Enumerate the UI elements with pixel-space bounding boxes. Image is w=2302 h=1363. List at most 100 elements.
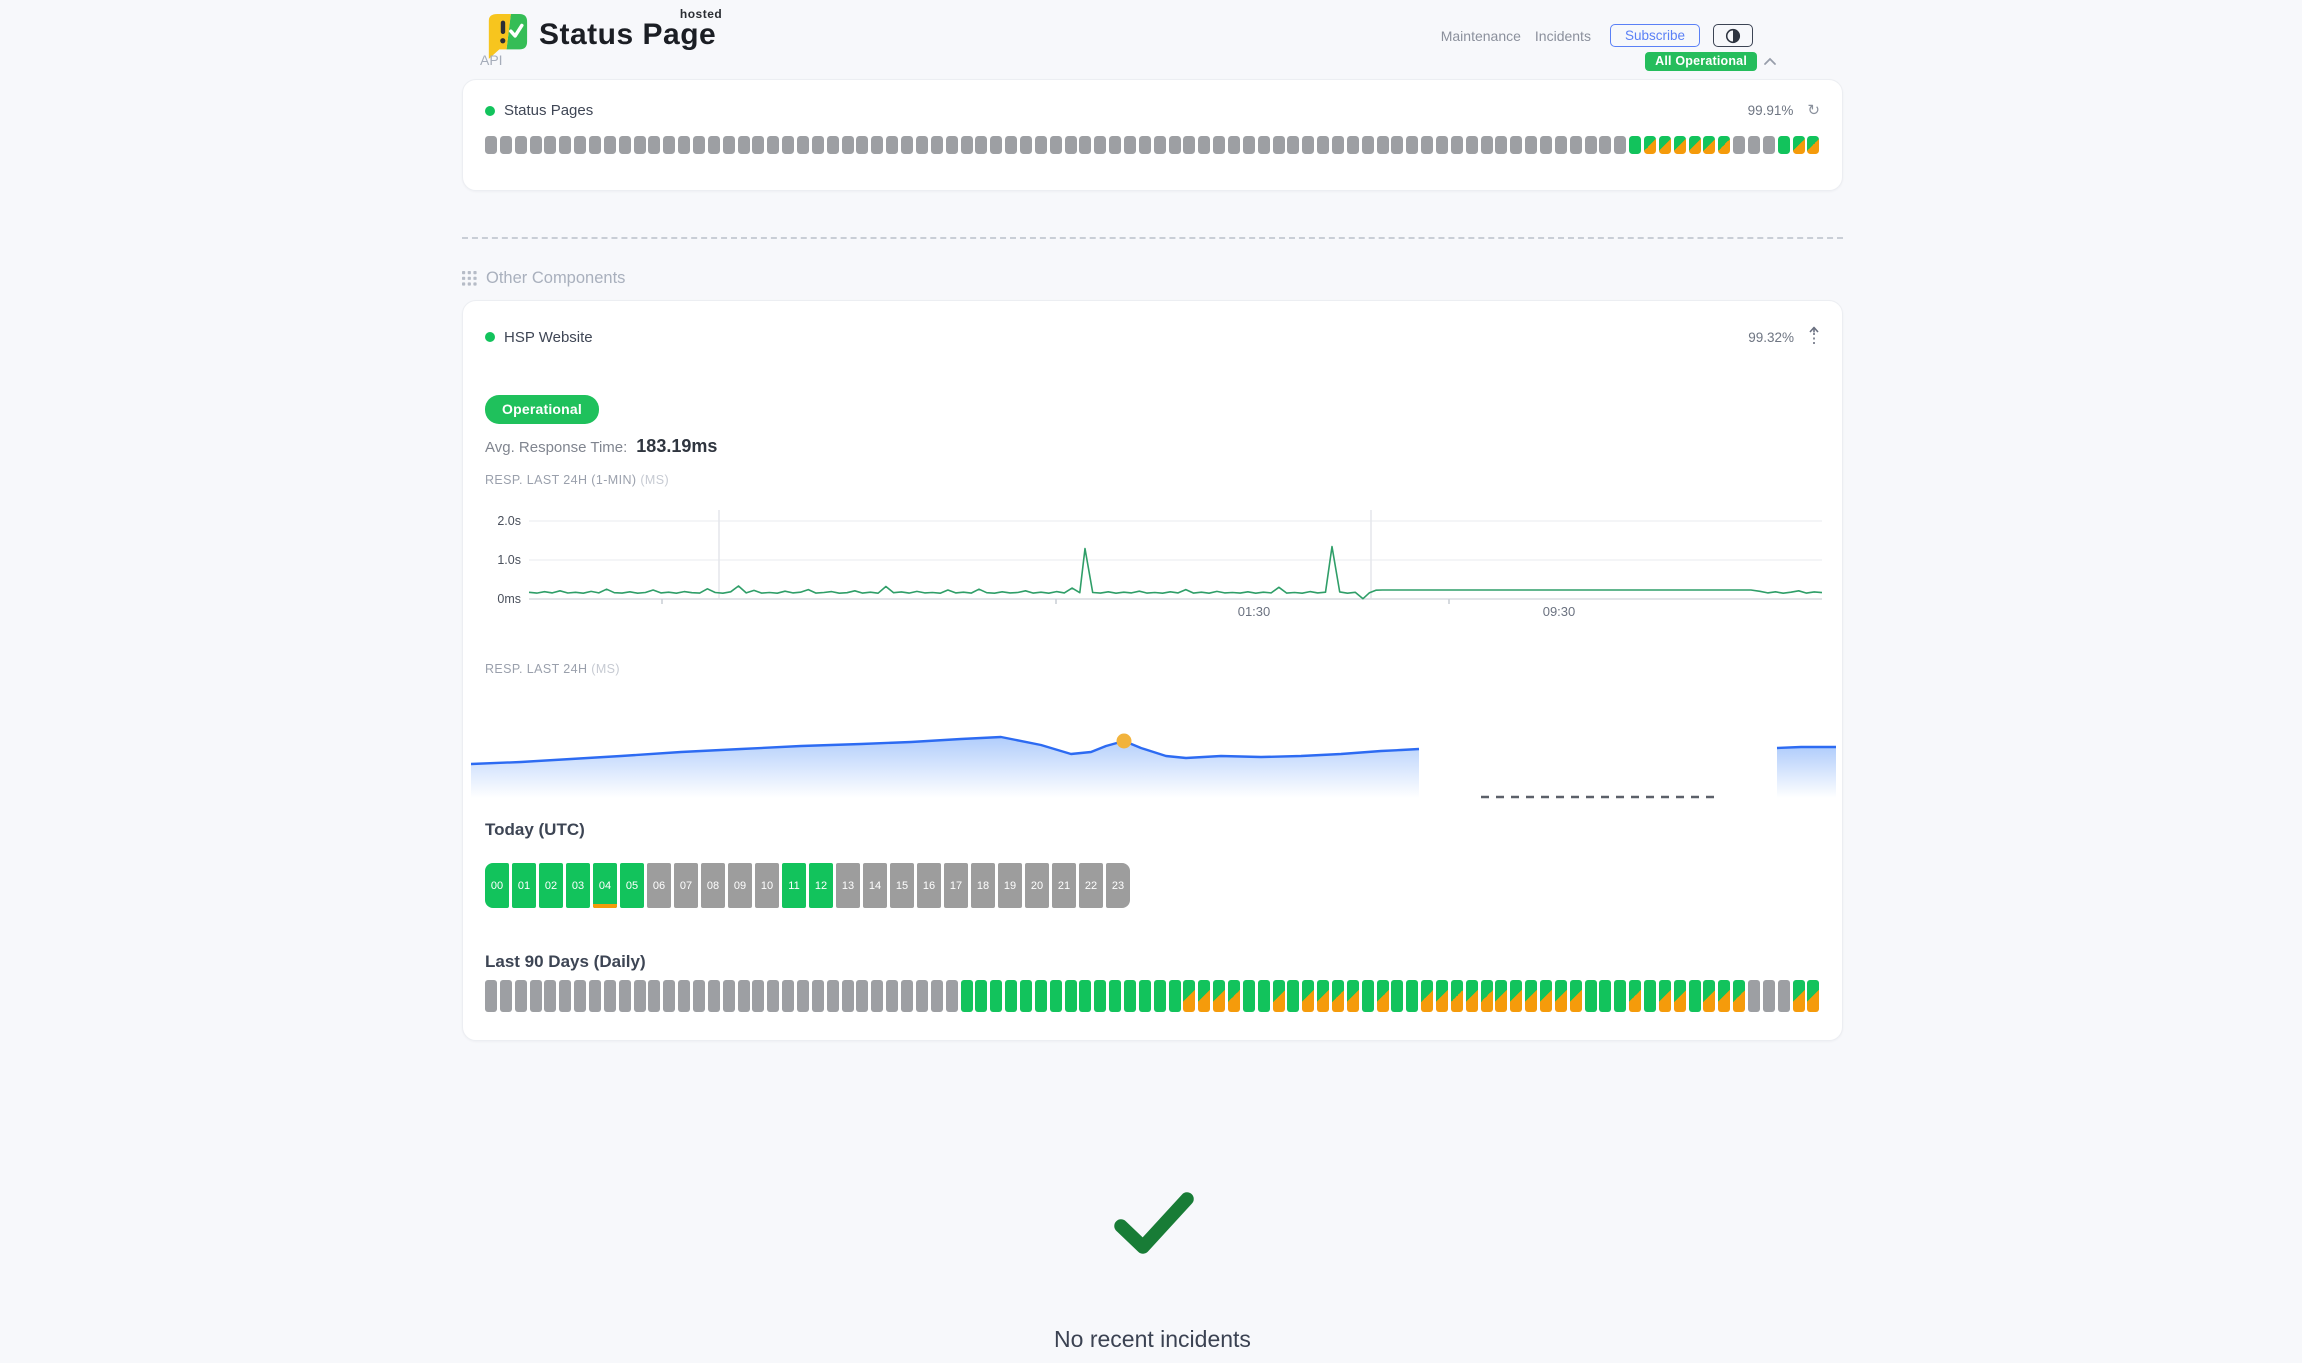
uptime-bar[interactable] bbox=[1748, 136, 1761, 154]
uptime-bar[interactable] bbox=[737, 980, 750, 1012]
uptime-bar[interactable] bbox=[1183, 136, 1196, 154]
uptime-bar[interactable] bbox=[1094, 980, 1107, 1012]
uptime-bar[interactable] bbox=[767, 136, 780, 154]
uptime-bar[interactable] bbox=[797, 136, 810, 154]
uptime-bar[interactable] bbox=[499, 136, 512, 154]
uptime-bar[interactable] bbox=[826, 980, 839, 1012]
theme-toggle-button[interactable] bbox=[1713, 24, 1753, 47]
uptime-bar[interactable] bbox=[514, 136, 527, 154]
hour-block-00[interactable]: 00 bbox=[485, 863, 509, 908]
uptime-bar[interactable] bbox=[633, 980, 646, 1012]
hour-block-21[interactable]: 21 bbox=[1052, 863, 1076, 908]
uptime-bar[interactable] bbox=[499, 980, 512, 1012]
uptime-bar[interactable] bbox=[1510, 980, 1523, 1012]
hour-block-11[interactable]: 11 bbox=[782, 863, 806, 908]
hour-block-22[interactable]: 22 bbox=[1079, 863, 1103, 908]
uptime-bar[interactable] bbox=[1138, 136, 1151, 154]
uptime-bar[interactable] bbox=[841, 136, 854, 154]
uptime-bar[interactable] bbox=[1495, 980, 1508, 1012]
hour-block-23[interactable]: 23 bbox=[1106, 863, 1130, 908]
uptime-bar[interactable] bbox=[648, 980, 661, 1012]
uptime-bar[interactable] bbox=[1569, 980, 1582, 1012]
uptime-bar[interactable] bbox=[1138, 980, 1151, 1012]
uptime-bar[interactable] bbox=[663, 136, 676, 154]
hour-block-20[interactable]: 20 bbox=[1025, 863, 1049, 908]
uptime-bar[interactable] bbox=[1391, 136, 1404, 154]
hour-block-10[interactable]: 10 bbox=[755, 863, 779, 908]
highlight-marker-dot[interactable] bbox=[1116, 733, 1132, 749]
uptime-bar[interactable] bbox=[826, 136, 839, 154]
uptime-bar[interactable] bbox=[1540, 136, 1553, 154]
uptime-bar[interactable] bbox=[1644, 980, 1657, 1012]
uptime-bar[interactable] bbox=[1792, 980, 1805, 1012]
hour-block-19[interactable]: 19 bbox=[998, 863, 1022, 908]
hour-block-03[interactable]: 03 bbox=[566, 863, 590, 908]
uptime-bar[interactable] bbox=[1480, 136, 1493, 154]
uptime-bar[interactable] bbox=[1198, 136, 1211, 154]
uptime-bar[interactable] bbox=[752, 136, 765, 154]
uptime-bar[interactable] bbox=[1614, 980, 1627, 1012]
uptime-bar[interactable] bbox=[1807, 980, 1820, 1012]
uptime-bar[interactable] bbox=[1629, 136, 1642, 154]
hour-block-12[interactable]: 12 bbox=[809, 863, 833, 908]
uptime-bar[interactable] bbox=[782, 136, 795, 154]
hour-block-09[interactable]: 09 bbox=[728, 863, 752, 908]
uptime-bar[interactable] bbox=[752, 980, 765, 1012]
uptime-bar[interactable] bbox=[1762, 136, 1775, 154]
hour-block-18[interactable]: 18 bbox=[971, 863, 995, 908]
uptime-bar[interactable] bbox=[1109, 980, 1122, 1012]
uptime-bar[interactable] bbox=[811, 136, 824, 154]
hour-block-13[interactable]: 13 bbox=[836, 863, 860, 908]
uptime-bar[interactable] bbox=[1317, 980, 1330, 1012]
uptime-bar[interactable] bbox=[1718, 980, 1731, 1012]
uptime-bar[interactable] bbox=[544, 980, 557, 1012]
uptime-bar[interactable] bbox=[1629, 980, 1642, 1012]
uptime-bar[interactable] bbox=[856, 980, 869, 1012]
uptime-bar[interactable] bbox=[1094, 136, 1107, 154]
uptime-bar[interactable] bbox=[1510, 136, 1523, 154]
uptime-bar[interactable] bbox=[1257, 136, 1270, 154]
chevron-up-icon[interactable] bbox=[1763, 57, 1777, 66]
uptime-bar[interactable] bbox=[975, 136, 988, 154]
uptime-bar[interactable] bbox=[1688, 136, 1701, 154]
hour-block-05[interactable]: 05 bbox=[620, 863, 644, 908]
uptime-bar[interactable] bbox=[1450, 136, 1463, 154]
uptime-bar[interactable] bbox=[797, 980, 810, 1012]
uptime-bar[interactable] bbox=[782, 980, 795, 1012]
uptime-bar[interactable] bbox=[1049, 136, 1062, 154]
uptime-bar[interactable] bbox=[1019, 136, 1032, 154]
uptime-bar[interactable] bbox=[1376, 136, 1389, 154]
uptime-bar[interactable] bbox=[1599, 980, 1612, 1012]
uptime-bar[interactable] bbox=[1331, 136, 1344, 154]
uptime-bar[interactable] bbox=[603, 136, 616, 154]
uptime-bar[interactable] bbox=[1406, 136, 1419, 154]
uptime-bar[interactable] bbox=[633, 136, 646, 154]
uptime-bar[interactable] bbox=[871, 980, 884, 1012]
app-logo[interactable]: Status Page hosted bbox=[485, 7, 722, 60]
uptime-bar[interactable] bbox=[1079, 980, 1092, 1012]
uptime-bar[interactable] bbox=[1227, 980, 1240, 1012]
uptime-bar[interactable] bbox=[707, 980, 720, 1012]
uptime-bar[interactable] bbox=[811, 980, 824, 1012]
uptime-bar[interactable] bbox=[930, 136, 943, 154]
uptime-bar[interactable] bbox=[485, 136, 497, 154]
uptime-bar[interactable] bbox=[1034, 136, 1047, 154]
uptime-bar[interactable] bbox=[678, 136, 691, 154]
uptime-bar[interactable] bbox=[1361, 980, 1374, 1012]
uptime-bar[interactable] bbox=[871, 136, 884, 154]
uptime-bar[interactable] bbox=[1079, 136, 1092, 154]
uptime-bar[interactable] bbox=[1540, 980, 1553, 1012]
uptime-bar[interactable] bbox=[1242, 136, 1255, 154]
uptime-bar[interactable] bbox=[915, 136, 928, 154]
uptime-bar[interactable] bbox=[1213, 980, 1226, 1012]
uptime-bar[interactable] bbox=[1525, 980, 1538, 1012]
uptime-bar[interactable] bbox=[886, 136, 899, 154]
uptime-bar[interactable] bbox=[693, 980, 706, 1012]
uptime-bar[interactable] bbox=[1688, 980, 1701, 1012]
uptime-bar[interactable] bbox=[529, 136, 542, 154]
uptime-bar[interactable] bbox=[1005, 980, 1018, 1012]
uptime-bar[interactable] bbox=[1599, 136, 1612, 154]
uptime-bar[interactable] bbox=[1242, 980, 1255, 1012]
uptime-bar[interactable] bbox=[1777, 980, 1790, 1012]
nav-incidents[interactable]: Incidents bbox=[1534, 27, 1591, 44]
